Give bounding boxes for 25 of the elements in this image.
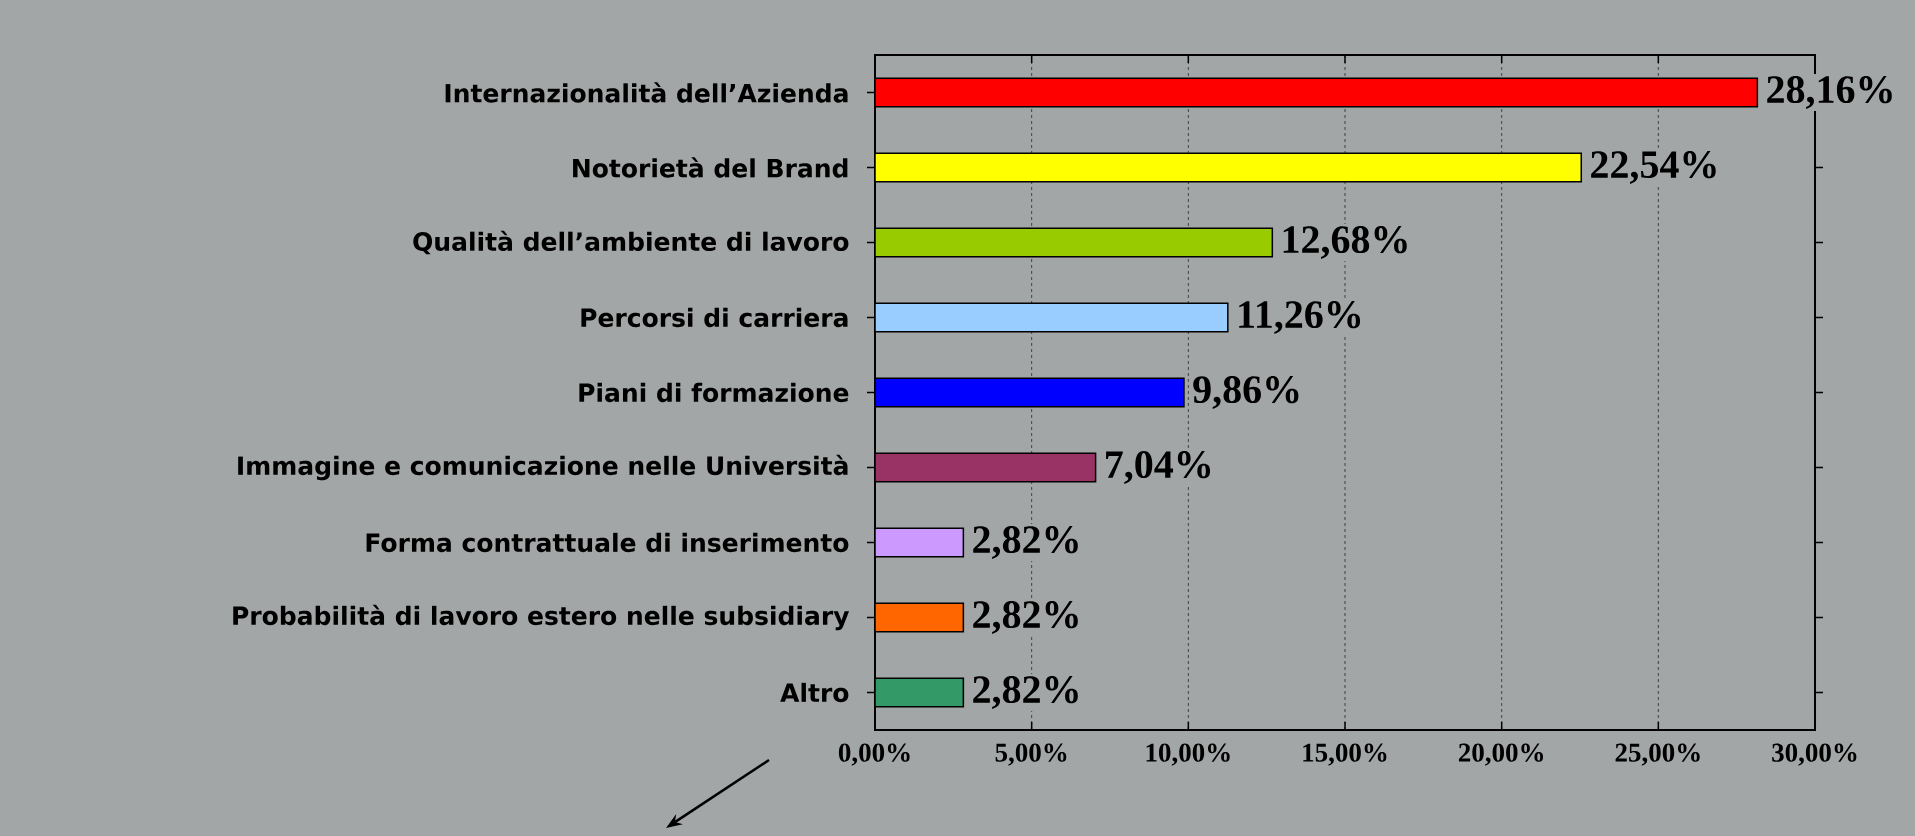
y-tick-label: Percorsi di carriera [581, 307, 848, 328]
x-tick-label: 10,00% [1146, 743, 1230, 766]
y-tick-label: Qualità dell’ambiente di lavoro [413, 230, 849, 255]
y-tick-label: Forma contrattuale di inserimento [366, 532, 849, 553]
y-tick-label: Piani di formazione [579, 382, 849, 403]
data-label: 7,04% [1106, 451, 1211, 484]
data-label: 2,82% [973, 526, 1078, 559]
y-tick-label: Notorietà del Brand [573, 157, 848, 178]
data-label: 2,82% [973, 601, 1078, 634]
data-label: 2,82% [973, 676, 1078, 709]
x-tick-label: 30,00% [1772, 743, 1857, 766]
x-tick-label: 5,00% [995, 743, 1067, 766]
data-label: 28,16% [1767, 76, 1892, 109]
data-label: 9,86% [1193, 376, 1299, 409]
data-label: 22,54% [1591, 151, 1716, 184]
y-tick-label: Immagine e comunicazione nelle Università [238, 454, 848, 481]
data-label: 11,26% [1239, 301, 1361, 334]
data-label: 12,68% [1283, 226, 1407, 259]
y-tick-label: Altro [780, 682, 849, 703]
x-tick-label: 15,00% [1303, 743, 1387, 766]
x-tick-label: 20,00% [1458, 743, 1544, 766]
x-tick-label: 0,00% [838, 743, 910, 766]
x-tick-label: 25,00% [1615, 743, 1700, 766]
y-tick-label: Internazionalità dell’Azienda [445, 82, 848, 103]
y-tick-label: Probabilità di lavoro estero nelle subsidiary [233, 604, 850, 631]
